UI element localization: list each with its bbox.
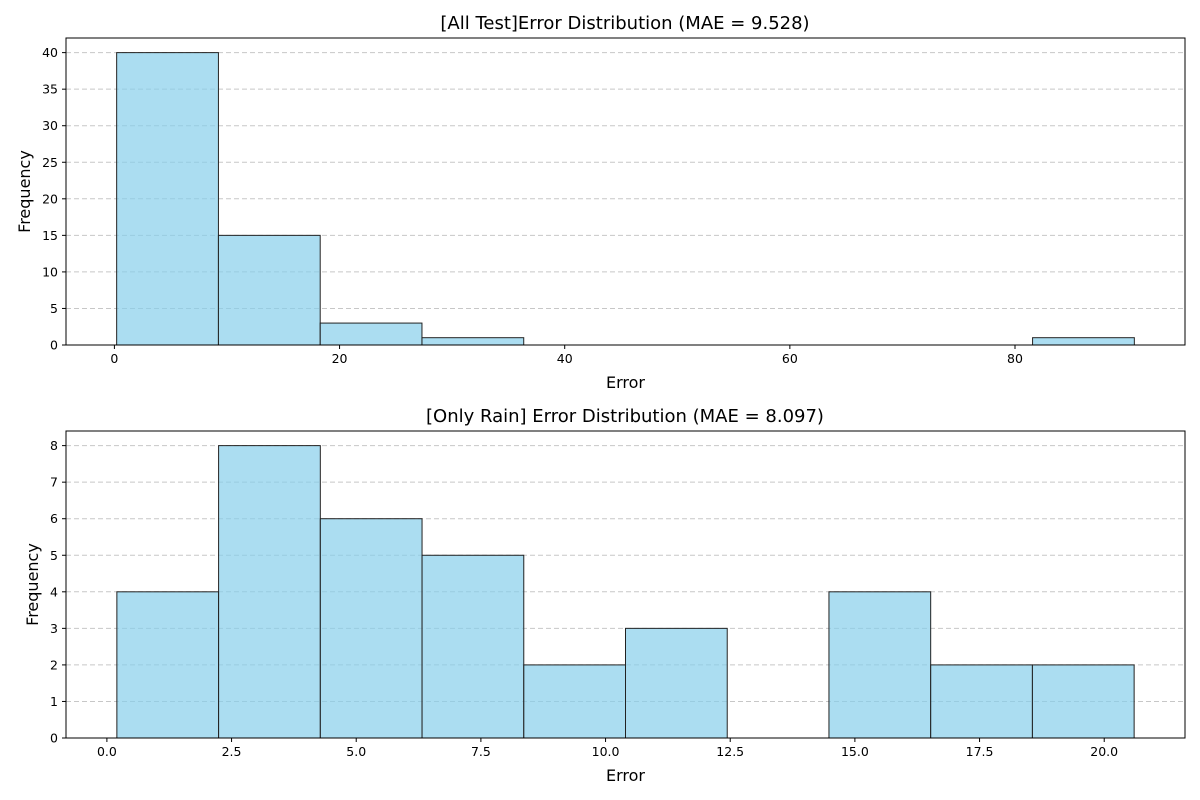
x-tick-label: 17.5 [966, 744, 994, 759]
y-tick-label: 7 [50, 475, 58, 490]
y-tick-label: 4 [50, 584, 58, 599]
x-tick-label: 10.0 [592, 744, 620, 759]
x-tick-label: 0 [110, 351, 118, 366]
histogram-bar [523, 664, 626, 739]
y-tick-label: 0 [50, 731, 58, 746]
histogram-bar [421, 337, 525, 346]
histogram-bar [1032, 337, 1135, 346]
histogram-bar [116, 52, 219, 346]
x-tick-label: 7.5 [471, 744, 491, 759]
histogram-bar [218, 445, 321, 739]
x-tick-label: 80 [1007, 351, 1023, 366]
y-tick-label: 20 [42, 191, 58, 206]
histogram-bar [319, 322, 423, 346]
y-axis-label: Frequency [15, 150, 34, 233]
histogram-bar [319, 518, 423, 739]
y-tick-label: 35 [42, 82, 58, 97]
histogram-bar [625, 627, 728, 739]
histogram-only-rain: [Only Rain] Error Distribution (MAE = 8.… [23, 406, 1186, 785]
y-tick-label: 10 [42, 264, 58, 279]
x-tick-label: 2.5 [222, 744, 242, 759]
y-axis-label: Frequency [23, 543, 42, 626]
x-tick-label: 20 [332, 351, 348, 366]
histogram-bar [421, 554, 525, 739]
x-tick-label: 20.0 [1090, 744, 1118, 759]
x-tick-label: 0.0 [97, 744, 117, 759]
y-tick-label: 30 [42, 118, 58, 133]
plot-frame [65, 430, 1186, 739]
y-tick-label: 40 [42, 45, 58, 60]
x-tick-label: 5.0 [346, 744, 366, 759]
plot-frame [65, 37, 1186, 346]
y-tick-label: 2 [50, 657, 58, 672]
y-tick-label: 8 [50, 438, 58, 453]
chart-title: [Only Rain] Error Distribution (MAE = 8.… [426, 406, 824, 427]
y-tick-label: 5 [50, 548, 58, 563]
y-tick-label: 6 [50, 511, 58, 526]
x-tick-label: 12.5 [716, 744, 744, 759]
y-tick-label: 3 [50, 621, 58, 636]
x-axis-label: Error [606, 766, 645, 785]
x-tick-label: 40 [557, 351, 573, 366]
histogram-bar [828, 591, 932, 739]
x-tick-label: 60 [782, 351, 798, 366]
y-tick-label: 15 [42, 228, 58, 243]
y-tick-label: 1 [50, 694, 58, 709]
histogram-bar [217, 234, 321, 346]
y-tick-label: 25 [42, 155, 58, 170]
histogram-bar [116, 591, 220, 739]
histogram-all-test: [All Test]Error Distribution (MAE = 9.52… [15, 13, 1186, 392]
x-axis-label: Error [606, 373, 645, 392]
histogram-bar [930, 664, 1033, 739]
chart-title: [All Test]Error Distribution (MAE = 9.52… [440, 13, 809, 34]
x-tick-label: 15.0 [841, 744, 869, 759]
y-tick-label: 5 [50, 301, 58, 316]
histogram-bar [1031, 664, 1135, 739]
y-tick-label: 0 [50, 338, 58, 353]
